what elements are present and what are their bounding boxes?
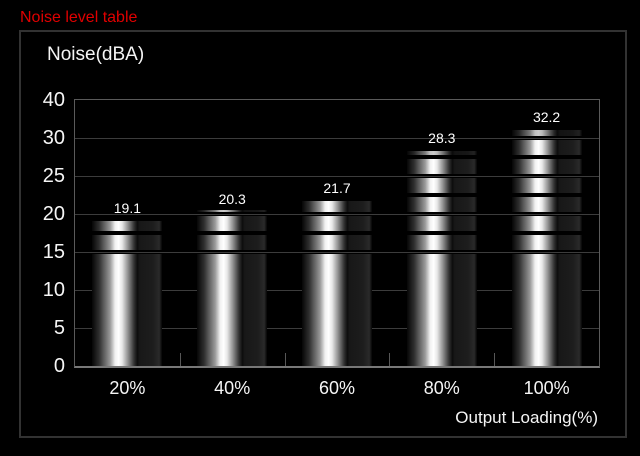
x-axis-tick: [179, 353, 181, 366]
y-tick-label: 0: [53, 355, 65, 377]
gridline: [75, 176, 599, 177]
bar-value-label: 20.3: [218, 190, 246, 207]
bar-segment-coin: [511, 235, 582, 250]
bar-value-label: 32.2: [532, 108, 561, 125]
page-title: Noise level table: [20, 9, 138, 26]
x-axis-tick: [494, 353, 496, 366]
bar-segment-body: [92, 254, 163, 366]
gridline: [75, 252, 599, 253]
bar-segment-coin: [511, 159, 582, 174]
y-tick-label: 30: [42, 127, 65, 149]
x-axis-tick: [389, 353, 391, 366]
x-tick-label: 100%: [523, 378, 570, 398]
y-tick-label: 40: [42, 89, 65, 111]
y-tick-label: 25: [42, 165, 65, 187]
bar-segment-coin: [511, 178, 582, 193]
bar-value-label: 28.3: [428, 129, 456, 146]
x-axis-title: Output Loading(%): [455, 408, 598, 427]
bar-segment-coin: [92, 220, 163, 231]
bar-segment-body: [406, 254, 477, 366]
bar-segment-body: [511, 254, 582, 366]
bar-segment-coin: [197, 235, 268, 250]
bar-segment-coin: [511, 197, 582, 212]
bar-segment-coin: [511, 140, 582, 155]
plot-area: 0 5 10 15 20 25 30 40 19.1 20% 20.3 40% 21.7 60% 28.3 8…: [43, 90, 600, 398]
y-tick-label: 5: [53, 317, 65, 339]
bar-segment-coin: [406, 216, 477, 231]
bar-segment-coin: [197, 216, 268, 231]
bar-segment-coin: [406, 159, 477, 174]
bar-value-label: 21.7: [323, 180, 351, 197]
bar-segment-coin: [406, 197, 477, 212]
bar-segment-coin: [511, 129, 582, 136]
y-tick-label: 15: [42, 241, 65, 263]
x-axis-tick: [284, 353, 286, 366]
chart-panel: Noise(dBA) 0 5 10 15 20 25 30 40 19.1 20% 20.3 40% 2…: [19, 30, 627, 438]
chart-title: Noise(dBA): [47, 44, 145, 65]
bar-segment-coin: [302, 235, 372, 250]
x-tick-label: 60%: [318, 378, 356, 398]
bar-segment-coin: [92, 235, 163, 250]
x-tick-label: 40%: [214, 378, 251, 398]
gridline: [75, 138, 599, 139]
bar-segment-coin: [197, 210, 268, 212]
bar-value-label: 19.1: [113, 199, 142, 216]
bar-segment-coin: [406, 178, 477, 193]
bar-segment-coin: [511, 216, 582, 231]
x-tick-label: 80%: [423, 378, 460, 398]
x-tick-label: 20%: [109, 378, 146, 398]
bar-segment-body: [302, 254, 372, 366]
gridline: [75, 214, 599, 215]
bar-segment-coin: [302, 201, 372, 212]
bar-segment-body: [197, 254, 268, 366]
y-tick-label: 20: [42, 203, 65, 225]
bar-segment-coin: [406, 235, 477, 250]
bar-segment-coin: [302, 216, 372, 231]
bar-segment-coin: [406, 150, 477, 155]
y-tick-label: 10: [42, 279, 65, 301]
